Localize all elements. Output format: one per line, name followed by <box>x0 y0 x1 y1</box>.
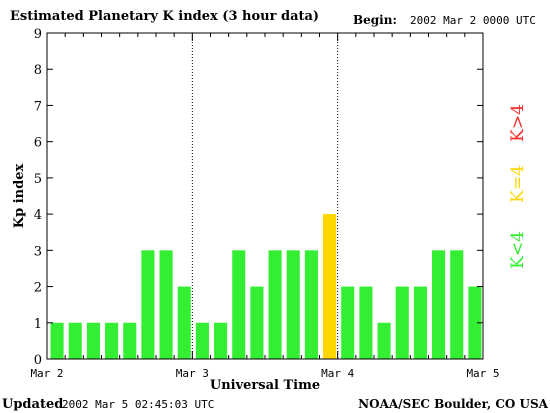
bars-group <box>50 214 482 359</box>
begin-value: 2002 Mar 2 0000 UTC <box>410 14 536 27</box>
kp-bar <box>395 286 409 359</box>
x-tick-label: Mar 2 <box>30 367 63 380</box>
kp-bar <box>468 286 482 359</box>
y-axis-ticks: 0 1 2 3 4 5 6 7 8 9 <box>34 27 483 368</box>
kp-bar <box>50 322 64 359</box>
day-gridlines <box>191 33 339 359</box>
kp-bar <box>450 250 464 359</box>
kp-bar <box>159 250 173 359</box>
kp-bar <box>195 322 209 359</box>
kp-bar <box>68 322 82 359</box>
y-tick-label: 3 <box>34 244 42 259</box>
chart-title: Estimated Planetary K index (3 hour data… <box>10 9 319 24</box>
kp-bar <box>286 250 300 359</box>
source-credit: NOAA/SEC Boulder, CO USA <box>358 397 549 411</box>
y-tick-label: 7 <box>34 99 42 114</box>
kp-bar <box>123 322 137 359</box>
kp-bar <box>341 286 355 359</box>
kp-bar <box>413 286 427 359</box>
legend-above: K>4 <box>508 104 528 142</box>
y-tick-label: 2 <box>34 281 42 296</box>
kp-bar <box>377 322 391 359</box>
kp-bar <box>323 214 337 359</box>
y-tick-label: 0 <box>34 353 42 368</box>
legend-below: K<4 <box>508 231 528 269</box>
kp-bar <box>359 286 373 359</box>
x-axis-ticks: Mar 2 Mar 3 Mar 4 Mar 5 <box>30 33 500 380</box>
x-axis-title: Universal Time <box>210 378 320 393</box>
x-tick-label: Mar 3 <box>176 367 209 380</box>
y-tick-label: 5 <box>34 172 42 187</box>
kp-bar <box>432 250 446 359</box>
x-tick-label: Mar 4 <box>321 367 354 380</box>
kp-bar <box>250 286 264 359</box>
kp-bar <box>268 250 282 359</box>
y-tick-label: 1 <box>34 317 42 332</box>
kp-bar <box>141 250 155 359</box>
x-tick-label: Mar 5 <box>466 367 499 380</box>
kp-bar <box>304 250 318 359</box>
y-tick-label: 9 <box>34 27 42 42</box>
begin-label: Begin: <box>353 13 397 27</box>
legend-equal: K=4 <box>508 165 528 203</box>
y-tick-label: 6 <box>34 136 42 151</box>
y-axis-title: Kp index <box>12 164 27 229</box>
updated-label: Updated <box>2 397 63 412</box>
kp-bar <box>214 322 228 359</box>
kp-bar <box>232 250 246 359</box>
y-tick-label: 8 <box>34 63 42 78</box>
plot-area: 0 1 2 3 4 5 6 7 8 9 Mar 2 Mar 3 Mar 4 Mar 5 <box>30 27 499 380</box>
y-tick-label: 4 <box>34 208 42 223</box>
kp-bar <box>105 322 119 359</box>
kp-bar <box>86 322 100 359</box>
updated-value: 2002 Mar 5 02:45:03 UTC <box>62 398 214 411</box>
legend: K>4 K=4 K<4 <box>508 104 528 269</box>
kp-bar <box>177 286 191 359</box>
